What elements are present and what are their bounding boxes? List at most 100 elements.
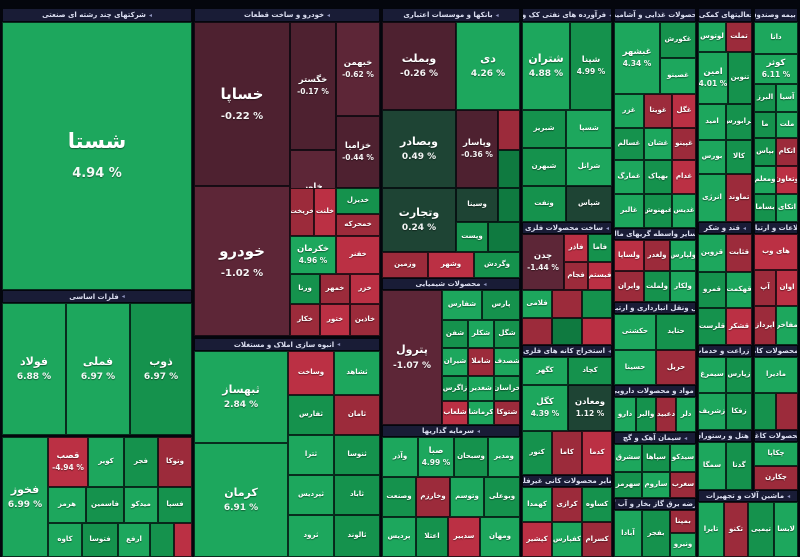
stock-tile[interactable]: ورنا: [290, 274, 320, 304]
stock-tile[interactable]: ملت: [776, 112, 798, 138]
stock-tile[interactable]: ثفارس: [288, 395, 334, 435]
stock-tile[interactable]: [582, 290, 612, 318]
stock-tile[interactable]: پترول -1.07 %: [382, 290, 442, 425]
stock-tile[interactable]: ختور: [320, 304, 350, 336]
stock-tile[interactable]: خمحرکه: [336, 214, 380, 236]
stock-tile[interactable]: تملت: [726, 22, 752, 52]
stock-tile[interactable]: خبهمن -0.62 %: [336, 22, 380, 116]
stock-tile[interactable]: فسپا: [158, 487, 192, 523]
stock-tile[interactable]: گدنا: [726, 442, 752, 490]
stock-tile[interactable]: سدبیر: [448, 517, 480, 557]
stock-tile[interactable]: کویر: [88, 437, 124, 487]
sector-header[interactable]: ◂تولید محصولات کامپیوتری: [754, 345, 798, 357]
stock-tile[interactable]: [582, 318, 612, 345]
stock-tile[interactable]: قشکر: [726, 308, 752, 345]
stock-tile[interactable]: ثنوسا: [334, 435, 380, 475]
stock-tile[interactable]: ونفت: [522, 186, 566, 222]
stock-tile[interactable]: کگل 4.39 %: [522, 385, 568, 431]
stock-tile[interactable]: البرز: [754, 84, 776, 112]
stock-tile[interactable]: غدیس: [672, 194, 696, 228]
stock-tile[interactable]: قمرو: [698, 272, 726, 308]
stock-tile[interactable]: [754, 393, 776, 430]
stock-tile[interactable]: ومعلم: [754, 166, 776, 194]
stock-tile[interactable]: تپمپی: [748, 502, 774, 557]
sector-header[interactable]: ◂هتل و رستوران: [698, 430, 752, 442]
stock-tile[interactable]: چکاپا: [754, 442, 798, 466]
stock-tile[interactable]: غصینو: [660, 58, 696, 94]
stock-tile[interactable]: کرمان 6.91 %: [194, 443, 288, 557]
stock-tile[interactable]: زپارس: [726, 357, 752, 393]
stock-tile[interactable]: شتوکا: [494, 401, 520, 425]
stock-tile[interactable]: غشان: [644, 128, 672, 160]
stock-tile[interactable]: امید: [698, 104, 726, 140]
stock-tile[interactable]: شتران 4.88 %: [522, 22, 570, 110]
sector-header[interactable]: ◂ بانکها و موسسات اعتباری: [382, 8, 520, 22]
stock-tile[interactable]: قهکمت: [726, 272, 752, 308]
stock-tile[interactable]: فجام: [564, 262, 588, 290]
stock-tile[interactable]: وشهر: [428, 252, 474, 278]
stock-tile[interactable]: خکار: [290, 304, 320, 336]
stock-tile[interactable]: مادیرا: [754, 357, 798, 393]
stock-tile[interactable]: خلنت: [314, 188, 336, 236]
stock-tile[interactable]: شپاس: [566, 186, 612, 222]
stock-tile[interactable]: خدیزل: [336, 188, 380, 214]
stock-tile[interactable]: کسرام: [582, 522, 612, 557]
stock-tile[interactable]: خراسان: [494, 376, 520, 401]
stock-tile[interactable]: فملی 6.97 %: [66, 303, 130, 435]
stock-tile[interactable]: فبستم: [588, 262, 612, 290]
stock-tile[interactable]: اعتلا: [416, 517, 448, 557]
stock-tile[interactable]: فنورد: [174, 523, 192, 557]
stock-tile[interactable]: غدام: [672, 160, 696, 194]
stock-tile[interactable]: غمارگ: [614, 160, 644, 194]
stock-tile[interactable]: غسالم: [614, 128, 644, 160]
sector-header[interactable]: ◂محصولات غذایی و آشامیدنی: [614, 8, 696, 22]
stock-tile[interactable]: حسینا: [614, 350, 656, 385]
stock-tile[interactable]: وپاسار -0.36 %: [456, 110, 498, 188]
stock-tile[interactable]: ونیرو: [670, 533, 696, 557]
stock-tile[interactable]: مفاخر: [776, 306, 798, 345]
stock-tile[interactable]: زاگرس: [442, 376, 468, 401]
stock-tile[interactable]: شستا 4.94 %: [2, 22, 192, 290]
stock-tile[interactable]: خمهر: [320, 274, 350, 304]
stock-tile[interactable]: فولاد 6.88 %: [2, 303, 66, 435]
stock-tile[interactable]: اوان: [776, 270, 798, 306]
stock-tile[interactable]: شلعاب: [442, 401, 468, 425]
stock-tile[interactable]: ثبهساز 2.84 %: [194, 351, 288, 443]
stock-tile[interactable]: کنور: [522, 431, 552, 475]
sector-header[interactable]: ◂ سرمایه گذاریها: [382, 425, 520, 437]
stock-tile[interactable]: قلرست: [698, 308, 726, 345]
stock-tile[interactable]: کچاد: [568, 357, 612, 385]
stock-tile[interactable]: فبیرا: [552, 290, 582, 318]
stock-tile[interactable]: ما: [754, 112, 776, 138]
stock-tile[interactable]: شغدیر: [468, 376, 494, 401]
stock-tile[interactable]: بمپنا: [670, 510, 696, 533]
sector-header[interactable]: ◂ فلزات اساسی: [2, 290, 192, 303]
sector-header[interactable]: ◂ سیمان آهک و گچ: [614, 432, 696, 444]
stock-tile[interactable]: اپرداز: [754, 306, 776, 345]
stock-tile[interactable]: کپشیر: [522, 522, 552, 557]
stock-tile[interactable]: [776, 393, 798, 430]
stock-tile[interactable]: دی 4.26 %: [456, 22, 520, 110]
sector-header[interactable]: ◂ قند و شکر: [698, 222, 752, 234]
stock-tile[interactable]: خساپا -0.22 %: [194, 22, 290, 186]
stock-tile[interactable]: فاما: [588, 234, 612, 262]
sector-header[interactable]: ◂ ماشین آلات و تجهیزات: [698, 490, 798, 502]
stock-tile[interactable]: فجر: [124, 437, 158, 487]
stock-tile[interactable]: غزر: [614, 94, 644, 128]
stock-tile[interactable]: وخارزم: [416, 477, 450, 517]
stock-tile[interactable]: خزامیا -0.44 %: [336, 116, 380, 188]
stock-tile[interactable]: آبادا: [614, 510, 642, 557]
stock-tile[interactable]: کساوه: [582, 487, 612, 522]
sector-header[interactable]: ◂ فرآورده های نفتی کک و: [522, 8, 612, 22]
stock-tile[interactable]: ولملت: [644, 271, 670, 302]
stock-tile[interactable]: شبهرن: [522, 148, 566, 186]
stock-tile[interactable]: قثابت: [726, 234, 752, 272]
stock-tile[interactable]: ولساپا: [614, 240, 644, 271]
stock-tile[interactable]: های وب: [754, 234, 798, 270]
stock-tile[interactable]: ولپارس: [670, 240, 696, 271]
stock-tile[interactable]: کدما: [582, 431, 612, 475]
stock-tile[interactable]: پردیس: [382, 517, 416, 557]
stock-tile[interactable]: خودرو -1.02 %: [194, 186, 290, 336]
stock-tile[interactable]: وبملت -0.26 %: [382, 22, 456, 110]
stock-tile[interactable]: شگل: [494, 320, 520, 348]
